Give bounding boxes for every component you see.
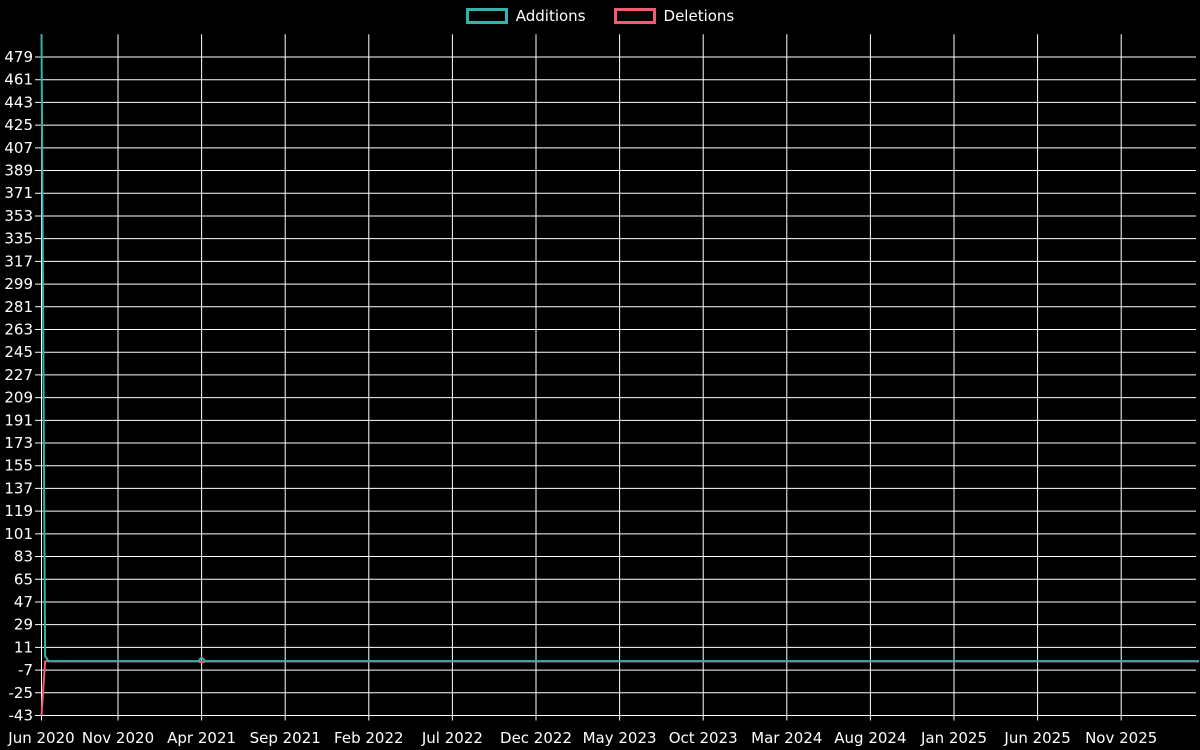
y-tick-label: 389 (4, 162, 33, 180)
y-tick-label: 281 (4, 298, 33, 316)
legend-item-deletions[interactable]: Deletions (613, 7, 735, 25)
y-tick-label: 425 (4, 116, 33, 134)
x-tick-label: Jun 2025 (1003, 729, 1070, 747)
legend-label-additions: Additions (515, 7, 586, 25)
y-tick-label: 209 (4, 389, 33, 407)
y-tick-label: 29 (14, 616, 33, 634)
y-tick-label: 191 (4, 411, 33, 429)
y-gridlines (35, 56, 1196, 716)
x-tick-label: Jul 2022 (421, 729, 483, 747)
y-tick-label: -43 (9, 707, 34, 725)
y-tick-label: 47 (14, 593, 33, 611)
y-tick-label: 479 (4, 48, 33, 66)
x-gridlines (41, 34, 1122, 721)
y-tick-label: 299 (4, 275, 33, 293)
y-tick-label: 137 (4, 479, 33, 497)
y-tick-label: 407 (4, 139, 33, 157)
y-tick-label: 461 (4, 71, 33, 89)
y-tick-labels: 479 461 443 425 407 389 371 353 335 317 299 281 263 2… (4, 48, 33, 724)
legend-item-additions[interactable]: Additions (465, 7, 586, 25)
legend-swatch-deletions-icon (613, 8, 656, 24)
y-tick-label: 227 (4, 366, 33, 384)
x-tick-labels: Jun 2020 Nov 2020 Apr 2021 Sep 2021 Feb 2022… (7, 729, 1157, 747)
y-tick-label: 245 (4, 343, 33, 361)
y-tick-label: 83 (14, 548, 33, 566)
y-tick-label: 335 (4, 230, 33, 248)
y-tick-label: 371 (4, 184, 33, 202)
x-tick-label: Aug 2024 (834, 729, 906, 747)
y-tick-label: -7 (18, 661, 33, 679)
y-tick-label: 317 (4, 252, 33, 270)
x-tick-label: Jun 2020 (7, 729, 74, 747)
x-tick-label: Jan 2025 (920, 729, 987, 747)
y-tick-label: 173 (4, 434, 33, 452)
legend-label-deletions: Deletions (663, 7, 735, 25)
y-tick-label: -25 (9, 684, 34, 702)
x-tick-label: Dec 2022 (500, 729, 572, 747)
x-tick-label: Nov 2020 (82, 729, 154, 747)
y-tick-label: 119 (4, 502, 33, 520)
x-tick-label: Mar 2024 (751, 729, 822, 747)
x-tick-label: Feb 2022 (334, 729, 404, 747)
y-tick-label: 443 (4, 93, 33, 111)
legend-swatch-additions-icon (465, 8, 508, 24)
chart-legend: Additions Deletions (0, 7, 1200, 25)
x-tick-label: May 2023 (583, 729, 657, 747)
additions-line (40, 34, 1199, 663)
y-tick-label: 155 (4, 457, 33, 475)
y-tick-label: 65 (14, 570, 33, 588)
x-tick-label: Nov 2025 (1085, 729, 1157, 747)
x-tick-label: Sep 2021 (250, 729, 321, 747)
y-tick-label: 353 (4, 207, 33, 225)
y-tick-label: 263 (4, 320, 33, 338)
deletions-line (40, 660, 1199, 716)
x-tick-label: Apr 2021 (167, 729, 236, 747)
y-tick-label: 101 (4, 525, 33, 543)
y-tick-label: 11 (14, 638, 33, 656)
x-tick-label: Oct 2023 (669, 729, 738, 747)
